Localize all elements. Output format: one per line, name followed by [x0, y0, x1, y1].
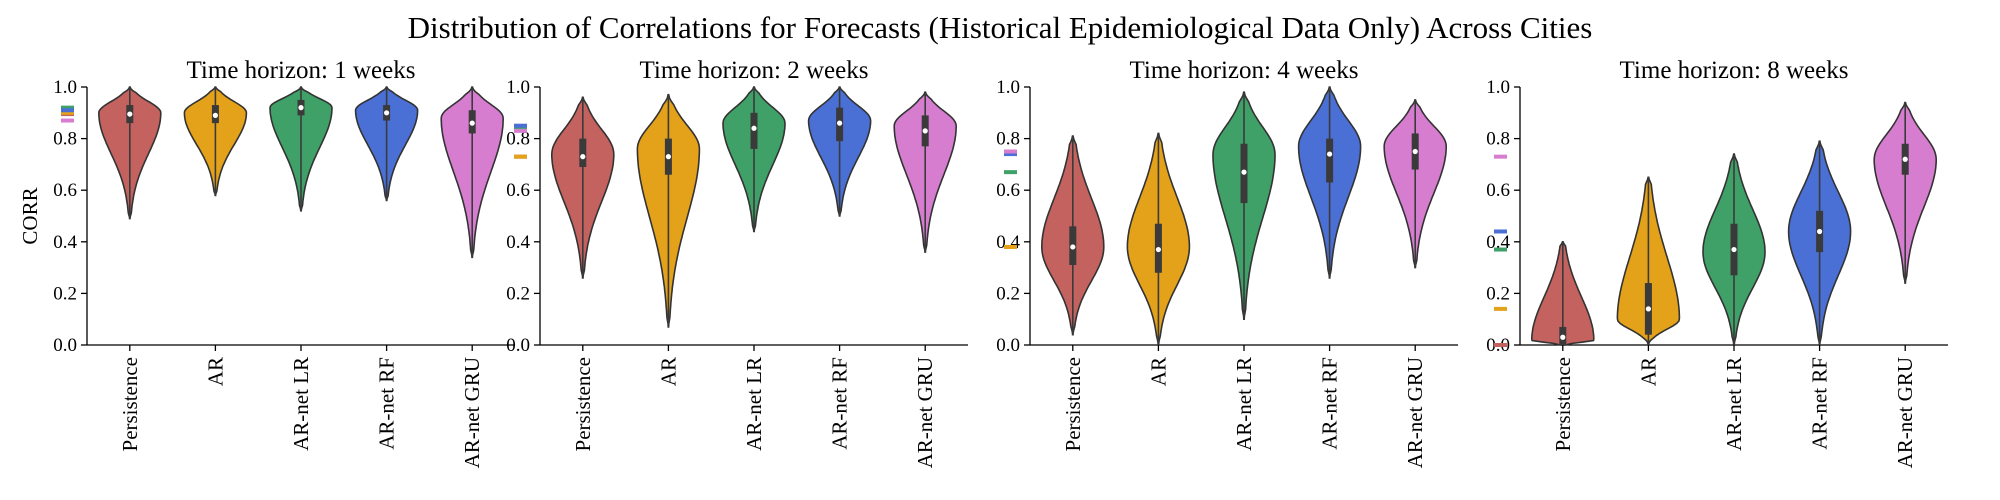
- iqr-box: [579, 138, 587, 167]
- x-tick-label: Persistence: [1551, 357, 1575, 451]
- y-tick-label: 0.6: [506, 180, 530, 201]
- x-tick-label: AR: [203, 357, 227, 386]
- median-dot: [922, 128, 928, 134]
- y-tick-label: 0.0: [53, 335, 77, 356]
- median-dot: [1817, 228, 1823, 235]
- x-tick-label: AR-net RF: [828, 357, 852, 450]
- median-dot: [469, 120, 475, 126]
- median-dot: [665, 154, 672, 160]
- y-tick-label: 0.6: [1486, 180, 1510, 201]
- panel-title: Time horizon: 1 weeks: [187, 57, 416, 84]
- x-tick-label: AR-net RF: [1808, 357, 1832, 450]
- x-tick-label: AR-net LR: [1722, 357, 1746, 451]
- y-tick-label: 0.8: [506, 129, 530, 150]
- y-tick-label: 0.6: [996, 180, 1020, 201]
- median-dot: [1241, 169, 1247, 175]
- x-tick-label: AR-net GRU: [913, 357, 937, 468]
- panels: Time horizon: 1 weeks CORR 0.0 0.2 0.4 0.6 0.8…: [18, 57, 1948, 468]
- y-tick-label: 0.0: [506, 335, 530, 356]
- median-dot: [580, 154, 586, 160]
- y-tick-label: 0.2: [1486, 283, 1510, 304]
- chart-panel-2: Time horizon: 2 weeks 0.0 0.2 0.4 0.6 0.8 1.0 P…: [506, 57, 968, 468]
- panel-title: Time horizon: 4 weeks: [1130, 57, 1359, 84]
- y-tick-label: 0.8: [996, 129, 1020, 150]
- median-dot: [837, 120, 843, 126]
- x-tick-label: AR-net LR: [1232, 357, 1256, 451]
- y-tick-label: 0.2: [506, 283, 530, 304]
- x-tick-label: Persistence: [118, 357, 142, 451]
- y-axis-label: CORR: [18, 187, 42, 244]
- median-dot: [1731, 246, 1737, 253]
- median-dot: [1155, 246, 1161, 253]
- median-dot: [212, 112, 218, 118]
- y-tick-label: 0.4: [506, 232, 530, 253]
- y-tick-label: 0.6: [53, 180, 77, 201]
- y-tick-label: 1.0: [53, 77, 77, 98]
- y-tick-label: 1.0: [1486, 77, 1510, 98]
- x-tick-label: AR-net GRU: [1403, 357, 1427, 468]
- median-dot: [1902, 156, 1908, 162]
- y-tick-label: 0.2: [996, 283, 1020, 304]
- y-tick-label: 0.4: [53, 232, 77, 253]
- median-dot: [384, 110, 390, 116]
- panel-title: Time horizon: 2 weeks: [640, 57, 869, 84]
- y-tick-label: 0.8: [53, 129, 77, 150]
- figure-title: Distribution of Correlations for Forecas…: [408, 10, 1593, 45]
- x-tick-label: AR: [1636, 357, 1660, 386]
- chart-panel-4: Time horizon: 8 weeks0.00.20.40.60.81.0P…: [1486, 57, 1948, 468]
- median-dot: [1327, 151, 1333, 157]
- y-tick-label: 0.2: [53, 283, 77, 304]
- median-dot: [1560, 334, 1566, 340]
- x-tick-label: Persistence: [1061, 357, 1085, 451]
- x-tick-label: AR-net LR: [289, 357, 313, 451]
- x-tick-label: AR-net LR: [742, 357, 766, 451]
- y-tick-label: 1.0: [996, 77, 1020, 98]
- median-dot: [1070, 244, 1076, 250]
- x-tick-label: AR: [656, 357, 680, 386]
- median-dot: [1645, 306, 1651, 312]
- y-tick-label: 0.4: [996, 232, 1020, 253]
- x-tick-label: AR-net GRU: [460, 357, 484, 468]
- chart-panel-3: Time horizon: 4 weeks 0.0 0.2 0.4 0.6 0.8 1.0 P…: [996, 57, 1458, 468]
- y-tick-label: 1.0: [506, 77, 530, 98]
- x-tick-label: AR-net RF: [1318, 357, 1342, 450]
- panel-title: Time horizon: 8 weeks: [1620, 57, 1849, 84]
- chart-panel-1: Time horizon: 1 weeks CORR 0.0 0.2 0.4 0.6 0.8…: [18, 57, 515, 468]
- median-dot: [127, 111, 133, 117]
- x-tick-label: AR-net RF: [375, 357, 399, 450]
- iqr-box: [1326, 138, 1334, 183]
- x-tick-label: AR-net GRU: [1893, 357, 1917, 468]
- y-tick-label: 0.0: [996, 335, 1020, 356]
- y-tick-label: 0.8: [1486, 129, 1510, 150]
- x-tick-label: AR: [1146, 357, 1170, 386]
- median-dot: [298, 105, 304, 111]
- median-dot: [751, 125, 757, 131]
- median-dot: [1412, 148, 1418, 155]
- x-tick-label: Persistence: [571, 357, 595, 451]
